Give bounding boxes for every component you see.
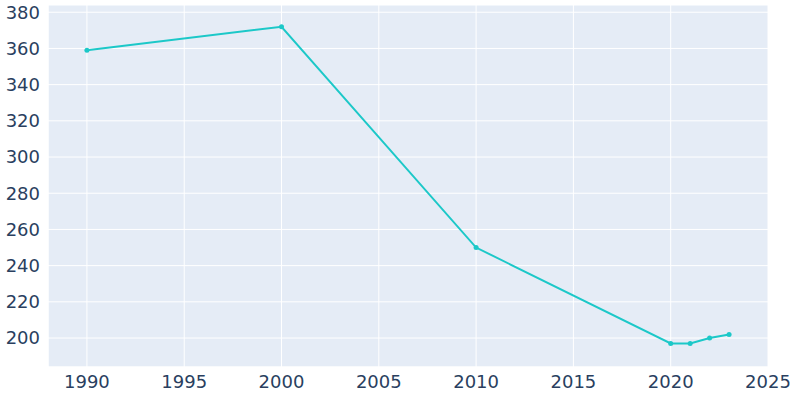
svg-text:2015: 2015 bbox=[550, 371, 596, 392]
svg-text:220: 220 bbox=[8, 291, 40, 312]
svg-text:2005: 2005 bbox=[356, 371, 402, 392]
svg-text:1990: 1990 bbox=[64, 371, 110, 392]
svg-text:240: 240 bbox=[8, 255, 40, 276]
svg-text:2025: 2025 bbox=[745, 371, 791, 392]
svg-text:340: 340 bbox=[8, 74, 40, 95]
svg-text:360: 360 bbox=[8, 38, 40, 59]
svg-text:380: 380 bbox=[8, 2, 40, 23]
svg-text:2010: 2010 bbox=[453, 371, 499, 392]
svg-text:260: 260 bbox=[8, 219, 40, 240]
svg-text:200: 200 bbox=[8, 327, 40, 348]
svg-text:320: 320 bbox=[8, 110, 40, 131]
svg-text:300: 300 bbox=[8, 146, 40, 167]
svg-text:1995: 1995 bbox=[161, 371, 207, 392]
svg-text:2020: 2020 bbox=[648, 371, 694, 392]
svg-text:2000: 2000 bbox=[259, 371, 305, 392]
svg-text:280: 280 bbox=[8, 183, 40, 204]
